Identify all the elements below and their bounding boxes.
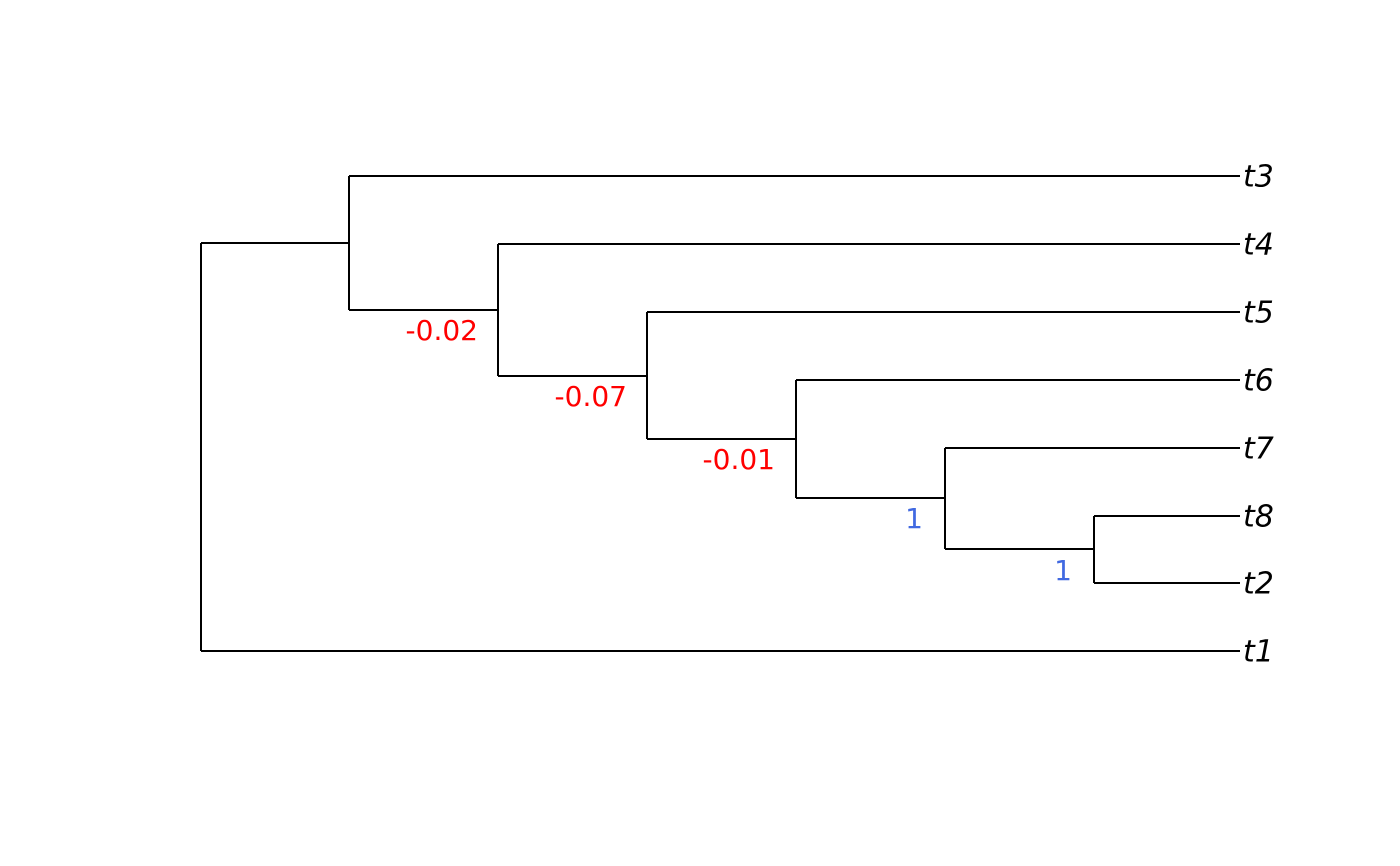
node-label: 1 (1054, 554, 1072, 587)
tip-label: t4 (1243, 228, 1274, 263)
tip-label: t5 (1243, 296, 1274, 331)
tip-label: t7 (1243, 432, 1274, 467)
branch (497, 243, 1240, 377)
branch (795, 379, 1240, 499)
tip-label: t1 (1243, 635, 1274, 670)
branch (646, 311, 1240, 440)
node-label: -0.01 (703, 443, 775, 476)
node-label: -0.02 (406, 314, 478, 347)
branch (348, 175, 1240, 311)
node-label: -0.07 (555, 380, 627, 413)
branch (1093, 515, 1240, 584)
branches (200, 175, 1240, 652)
branch (200, 242, 1240, 652)
tip-label: t3 (1243, 160, 1274, 195)
node-label: 1 (905, 502, 923, 535)
branch (944, 447, 1240, 550)
tip-label: t6 (1243, 364, 1274, 399)
tip-label: t8 (1243, 500, 1274, 535)
tip-label: t2 (1243, 567, 1274, 602)
